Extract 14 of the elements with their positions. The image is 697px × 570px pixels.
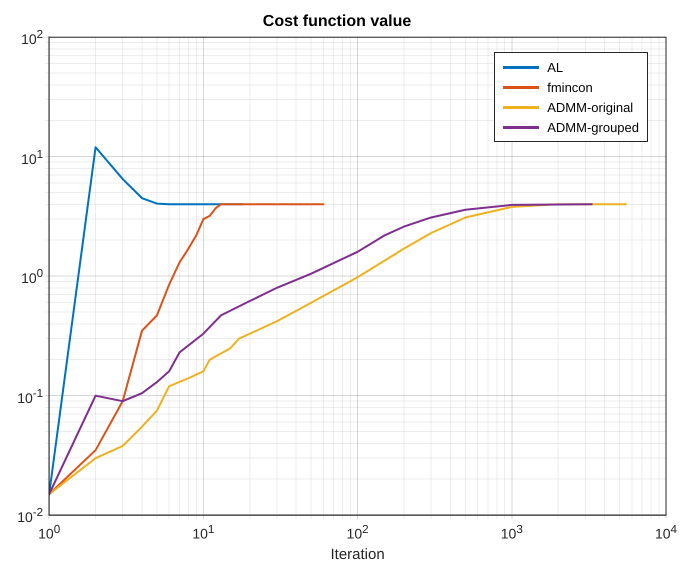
x-tick-label: 10$^{2}$ <box>346 522 369 543</box>
legend-label: ADMM-original <box>547 100 634 114</box>
legend-label: AL <box>547 60 564 74</box>
x-tick-label: 10$^{1}$ <box>192 522 214 543</box>
x-axis-title: Iteration <box>330 546 385 564</box>
chart-title: Cost function value <box>262 13 412 30</box>
y-tick-label: 10$^{0}$ <box>21 266 44 288</box>
legend-label: ADMM-grouped <box>547 120 639 134</box>
y-tick-label: 10$^{1}$ <box>21 146 44 168</box>
x-tick-label: 10$^{3}$ <box>500 522 523 543</box>
y-tick-label: 10$^{2}$ <box>21 27 44 48</box>
x-tick-label: 10$^{4}$ <box>654 522 678 543</box>
legend-label: fmincon <box>547 80 593 94</box>
y-tick-label: 10$^{-1}$ <box>17 386 44 407</box>
